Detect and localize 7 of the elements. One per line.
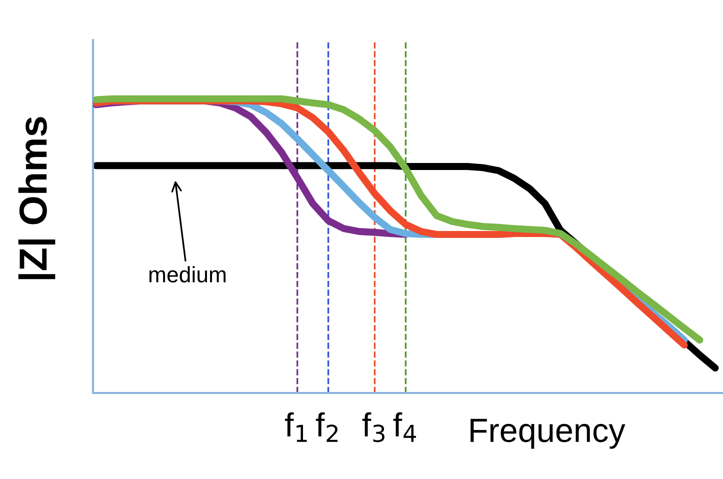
x-tick-label: f$_{1}$ xyxy=(284,412,307,442)
y-axis-title: |Z| Ohms xyxy=(18,117,56,280)
x-tick-label: f$_{2}$ xyxy=(316,412,338,442)
x-tick-label: f$_{4}$ xyxy=(393,412,416,442)
x-axis-title: Frequency xyxy=(470,418,626,449)
annotation: medium xyxy=(149,266,226,282)
x-tick-label: f$_{3}$ xyxy=(362,412,384,442)
